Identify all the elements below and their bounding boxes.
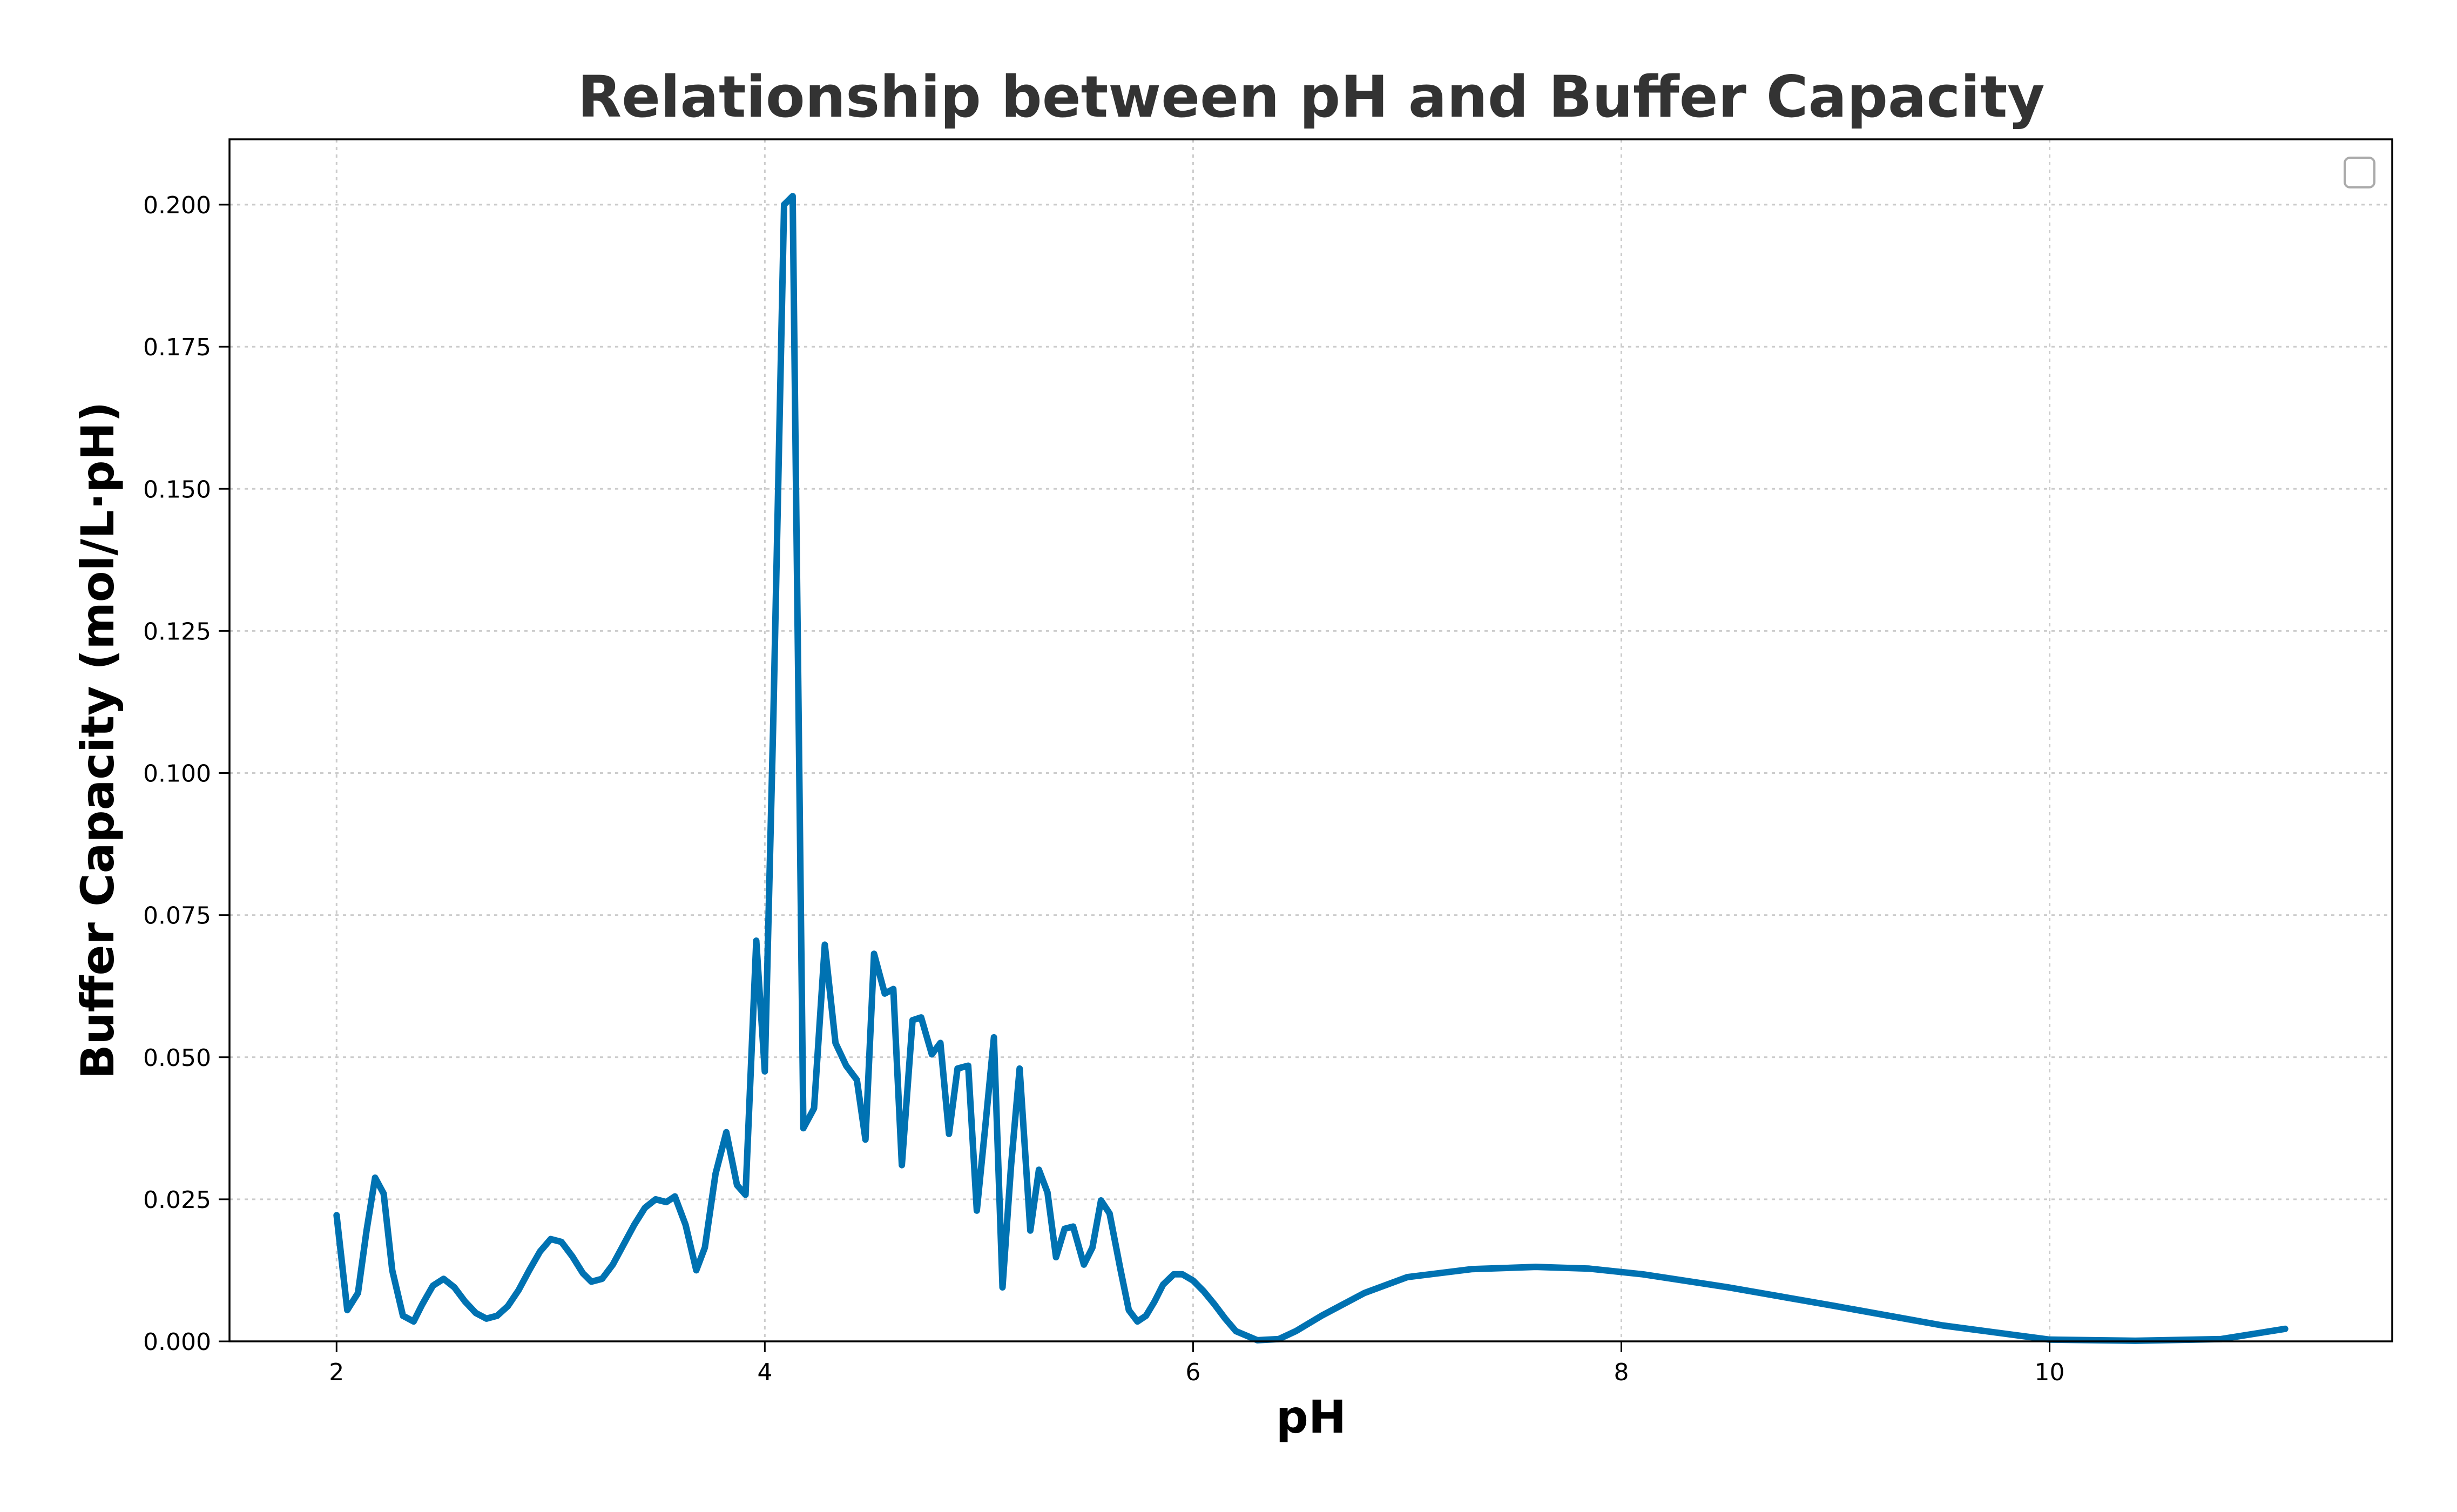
x-tick-label: 10 bbox=[2035, 1359, 2065, 1386]
x-tick-label: 6 bbox=[1185, 1359, 1200, 1386]
grid bbox=[230, 139, 2392, 1342]
legend-box bbox=[2344, 157, 2375, 188]
y-tick-label: 0.175 bbox=[143, 334, 211, 361]
series-layer bbox=[333, 193, 2289, 1344]
y-tick-label: 0.100 bbox=[143, 760, 211, 788]
x-tick-label: 8 bbox=[1614, 1359, 1629, 1386]
y-tick-label: 0.125 bbox=[143, 618, 211, 645]
series-line bbox=[333, 193, 2289, 1344]
y-tick-label: 0.025 bbox=[143, 1186, 211, 1214]
y-axis-label: Buffer Capacity (mol/L·pH) bbox=[71, 402, 124, 1079]
x-tick-label: 4 bbox=[757, 1359, 772, 1386]
y-axis: 0.000 0.025 0.050 0.075 0.100 0.125 0.150 0.175… bbox=[143, 192, 230, 1356]
y-tick-label: 0.200 bbox=[143, 192, 211, 219]
x-tick-label: 2 bbox=[329, 1359, 344, 1386]
chart-title: Relationship between pH and Buffer Capac… bbox=[578, 64, 2045, 130]
x-axis-label: pH bbox=[1276, 1390, 1346, 1443]
y-tick-label: 0.150 bbox=[143, 476, 211, 503]
y-tick-label: 0.000 bbox=[143, 1328, 211, 1356]
x-axis: 2 4 6 8 10 bbox=[329, 1341, 2065, 1386]
y-tick-label: 0.050 bbox=[143, 1044, 211, 1072]
y-tick-label: 0.075 bbox=[143, 902, 211, 930]
plot-frame bbox=[228, 138, 2393, 1342]
